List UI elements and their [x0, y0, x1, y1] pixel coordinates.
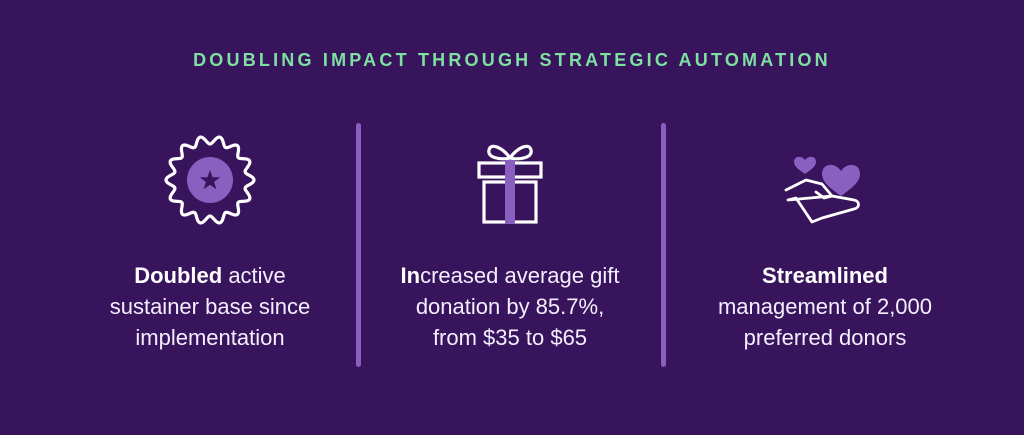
- stat-highlight: Streamlined: [762, 263, 888, 288]
- award-badge-star-icon: [164, 135, 256, 225]
- stat-card-preferred-donors: Streamlined management of 2,000 preferre…: [675, 125, 975, 353]
- page-title: DOUBLING IMPACT THROUGH STRATEGIC AUTOMA…: [193, 50, 831, 70]
- stat-card-average-gift: Increased average gift donation by 85.7%…: [362, 125, 658, 353]
- gift-box-icon: [477, 144, 543, 224]
- stat-line: active: [222, 263, 286, 288]
- stat-highlight: Doubled: [134, 263, 223, 288]
- stat-highlight: In: [400, 263, 421, 288]
- stat-line: implementation: [135, 325, 285, 350]
- stat-line: from $35 to $65: [432, 325, 588, 350]
- stat-line: preferred donors: [743, 325, 907, 350]
- hand-with-hearts-icon: [784, 156, 860, 224]
- stat-line: creased average gift: [420, 263, 620, 288]
- stat-line: donation by 85.7%,: [415, 294, 605, 319]
- column-divider: [356, 123, 361, 367]
- stat-line: sustainer base since: [109, 294, 311, 319]
- stat-card-sustainers: Doubled active sustainer base since impl…: [60, 125, 360, 353]
- column-divider: [661, 123, 666, 367]
- stat-line: management of 2,000: [717, 294, 933, 319]
